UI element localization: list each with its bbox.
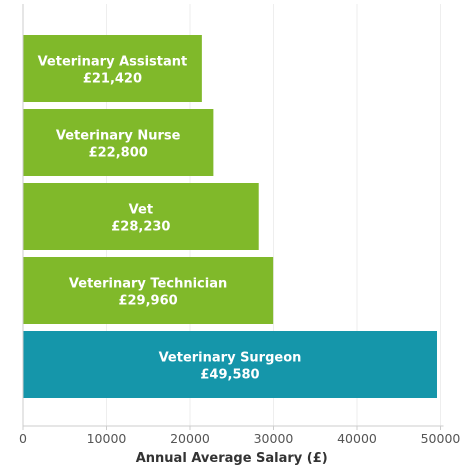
bar — [23, 183, 259, 250]
bar-value-label: £28,230 — [111, 220, 170, 235]
bar-category-label: Veterinary Surgeon — [159, 351, 302, 366]
bar-value-label: £49,580 — [200, 368, 259, 383]
bar — [23, 35, 202, 102]
x-tick-label: 50000 — [421, 431, 461, 446]
bar-category-label: Vet — [129, 203, 153, 218]
x-tick-label: 10000 — [87, 431, 127, 446]
bar — [23, 109, 214, 176]
bar-category-label: Veterinary Technician — [69, 277, 227, 292]
bars: Veterinary Assistant £21,420 Veterinary Nu… — [23, 35, 437, 398]
x-axis-title: Annual Average Salary (£) — [136, 451, 328, 466]
bar-category-label: Veterinary Assistant — [38, 55, 188, 70]
bar — [23, 331, 437, 398]
bar — [23, 257, 274, 324]
x-tick-label: 40000 — [337, 431, 377, 446]
bar-category-label: Veterinary Nurse — [56, 129, 181, 144]
x-tick-label: 20000 — [170, 431, 210, 446]
bar-value-label: £22,800 — [89, 146, 148, 161]
bar-value-label: £21,420 — [83, 72, 142, 87]
bar-value-label: £29,960 — [118, 294, 177, 309]
x-tick-label: 30000 — [254, 431, 294, 446]
x-tick-label: 0 — [19, 431, 27, 446]
x-ticks: 0 10000 20000 30000 40000 50000 — [19, 426, 460, 446]
